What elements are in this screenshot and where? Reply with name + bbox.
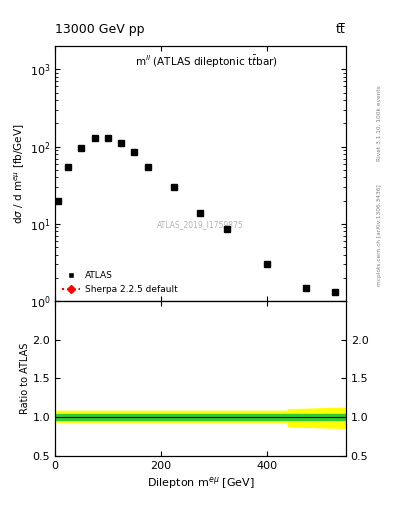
- Text: Rivet 3.1.10, 100k events: Rivet 3.1.10, 100k events: [377, 85, 382, 161]
- Y-axis label: d$\sigma$ / d m$^{e\mu}$ [fb/GeV]: d$\sigma$ / d m$^{e\mu}$ [fb/GeV]: [13, 123, 27, 224]
- Legend: ATLAS, Sherpa 2.2.5 default: ATLAS, Sherpa 2.2.5 default: [59, 269, 180, 296]
- Y-axis label: Ratio to ATLAS: Ratio to ATLAS: [20, 343, 29, 414]
- Text: ATLAS_2019_I1759875: ATLAS_2019_I1759875: [157, 220, 244, 229]
- X-axis label: Dilepton m$^{e\mu}$ [GeV]: Dilepton m$^{e\mu}$ [GeV]: [147, 475, 254, 490]
- Text: tt̅: tt̅: [336, 23, 346, 36]
- Text: mcplots.cern.ch [arXiv:1306.3436]: mcplots.cern.ch [arXiv:1306.3436]: [377, 185, 382, 286]
- Text: m$^{ll}$ (ATLAS dileptonic t$\bar{t}$bar): m$^{ll}$ (ATLAS dileptonic t$\bar{t}$bar…: [135, 54, 277, 70]
- Text: 13000 GeV pp: 13000 GeV pp: [55, 23, 145, 36]
